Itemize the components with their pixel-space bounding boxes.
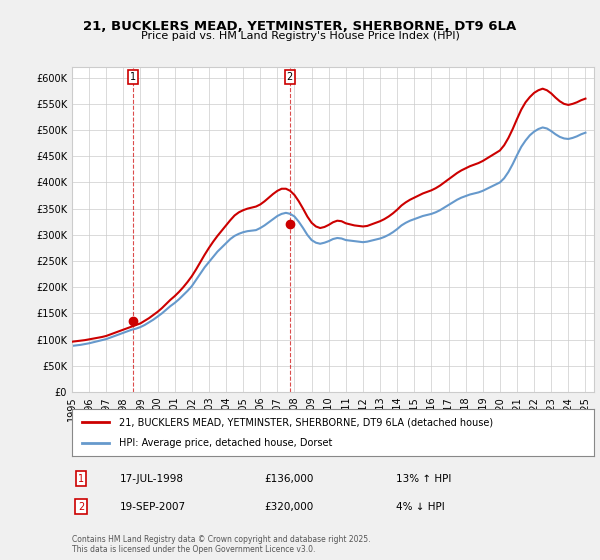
Text: 1: 1	[78, 474, 84, 484]
Text: 19-SEP-2007: 19-SEP-2007	[120, 502, 186, 512]
Text: 21, BUCKLERS MEAD, YETMINSTER, SHERBORNE, DT9 6LA (detached house): 21, BUCKLERS MEAD, YETMINSTER, SHERBORNE…	[119, 417, 493, 427]
Text: Price paid vs. HM Land Registry's House Price Index (HPI): Price paid vs. HM Land Registry's House …	[140, 31, 460, 41]
Text: £136,000: £136,000	[264, 474, 313, 484]
Text: 2: 2	[78, 502, 84, 512]
Text: 21, BUCKLERS MEAD, YETMINSTER, SHERBORNE, DT9 6LA: 21, BUCKLERS MEAD, YETMINSTER, SHERBORNE…	[83, 20, 517, 32]
Text: £320,000: £320,000	[264, 502, 313, 512]
Text: 17-JUL-1998: 17-JUL-1998	[120, 474, 184, 484]
Text: 4% ↓ HPI: 4% ↓ HPI	[396, 502, 445, 512]
Text: 2: 2	[287, 72, 293, 82]
Text: Contains HM Land Registry data © Crown copyright and database right 2025.
This d: Contains HM Land Registry data © Crown c…	[72, 535, 371, 554]
Text: HPI: Average price, detached house, Dorset: HPI: Average price, detached house, Dors…	[119, 438, 332, 448]
Text: 1: 1	[130, 72, 136, 82]
Text: 13% ↑ HPI: 13% ↑ HPI	[396, 474, 451, 484]
